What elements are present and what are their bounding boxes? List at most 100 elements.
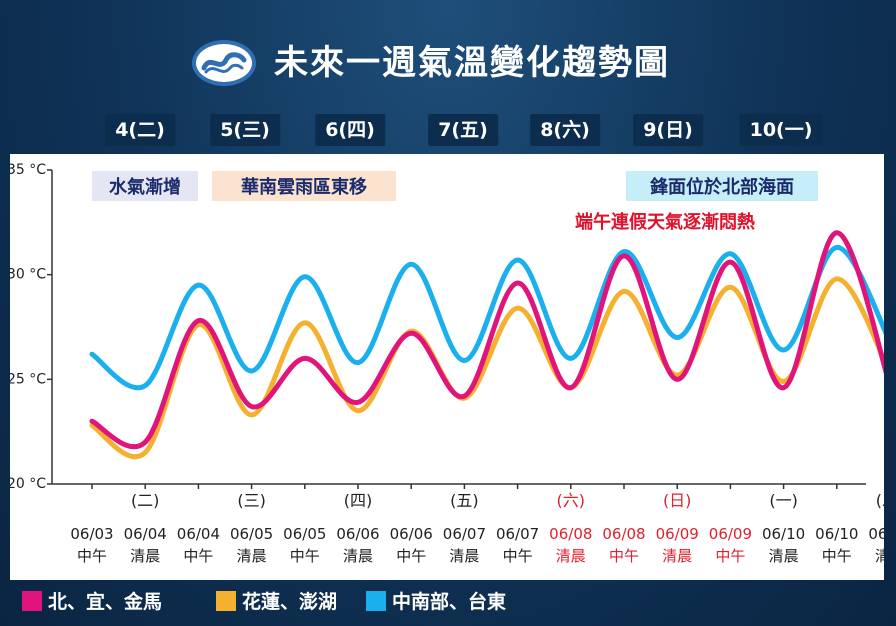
legend-label: 花蓮、澎湖 xyxy=(242,591,338,613)
data-point-central_south xyxy=(144,385,146,387)
cwa-logo-icon xyxy=(190,38,258,88)
data-point-north xyxy=(570,387,572,389)
day-labels: 4(二) 5(三) 6(四) 7(五) 8(六) 9(日) 10(一) xyxy=(0,114,896,148)
x-tick-date: 06/08 xyxy=(549,525,592,543)
temperature-chart: 20 °C 25 °C 30 °C 35 °C 06/03 中午 (二) 06/04 清晨 06/… xyxy=(7,162,896,565)
x-tick-time: 中午 xyxy=(609,547,639,565)
data-point-central_south xyxy=(517,259,519,261)
data-point-central_south xyxy=(783,349,785,351)
x-tick-time: 中午 xyxy=(822,547,852,565)
data-point-central_south xyxy=(676,336,678,338)
annotation-box xyxy=(92,171,198,201)
data-point-north xyxy=(410,332,412,334)
data-point-east xyxy=(251,414,253,416)
data-point-east xyxy=(676,374,678,376)
series-line-east xyxy=(89,276,893,460)
x-tick-date: 06/05 xyxy=(230,525,273,543)
legend-item-central-south: 中南部、台東 xyxy=(366,588,506,616)
x-tick-weekday: (日) xyxy=(663,491,692,510)
legend-item-north: 北、宜、金馬 xyxy=(22,588,162,616)
y-tick-label: 30 °C xyxy=(10,267,46,283)
x-tick-time: 清晨 xyxy=(237,547,267,565)
data-point-central_south xyxy=(357,362,359,364)
y-tick-label: 35 °C xyxy=(10,162,46,178)
x-tick-time: 清晨 xyxy=(875,547,884,565)
data-point-central_south xyxy=(463,359,465,361)
annotation-box xyxy=(212,171,396,201)
x-tick-time: 清晨 xyxy=(556,547,586,565)
data-point-central_south xyxy=(570,357,572,359)
legend-label: 中南部、台東 xyxy=(392,591,507,613)
x-tick-time: 清晨 xyxy=(343,547,373,565)
x-tick-weekday: (六) xyxy=(557,491,586,510)
x-tick-date: 06/06 xyxy=(390,525,433,543)
annotation-moisture: 水氣漸增 xyxy=(109,176,181,198)
day-label: 7(五) xyxy=(428,114,498,146)
x-tick-date: 06/09 xyxy=(656,525,699,543)
annotation-holiday: 端午連假天氣逐漸悶熱 xyxy=(575,211,755,233)
data-point-east xyxy=(836,278,838,280)
x-tick-time: 清晨 xyxy=(449,547,479,565)
data-point-north xyxy=(304,357,306,359)
data-point-central_south xyxy=(729,253,731,255)
data-point-east xyxy=(729,286,731,288)
annotation-rain-area: 華南雲雨區東移 xyxy=(241,176,367,198)
legend-label: 北、宜、金馬 xyxy=(48,591,163,613)
x-tick-time: 中午 xyxy=(715,547,745,565)
y-tick-label: 20 °C xyxy=(10,476,46,492)
x-tick-date: 06/10 xyxy=(815,525,858,543)
series-line-north xyxy=(89,230,893,450)
data-point-north xyxy=(357,401,359,403)
data-point-east xyxy=(783,380,785,382)
legend-swatch xyxy=(22,591,42,611)
x-tick-date: 06/05 xyxy=(283,525,326,543)
data-point-north xyxy=(144,441,146,443)
x-tick-weekday: (五) xyxy=(450,491,479,510)
data-point-north xyxy=(676,378,678,380)
data-point-central_south xyxy=(410,263,412,265)
data-point-east xyxy=(91,424,93,426)
data-point-north xyxy=(463,395,465,397)
x-tick-weekday: (三) xyxy=(237,491,266,510)
x-tick-time: 清晨 xyxy=(769,547,799,565)
x-tick-weekday: (二) xyxy=(131,491,160,510)
data-point-central_south xyxy=(836,246,838,248)
data-point-east xyxy=(144,452,146,454)
x-tick-date: 06/07 xyxy=(443,525,486,543)
day-label: 9(日) xyxy=(633,114,703,146)
x-tick-date: 06/04 xyxy=(177,525,220,543)
data-point-north xyxy=(197,320,199,322)
x-tick-time: 中午 xyxy=(396,547,426,565)
data-point-central_south xyxy=(197,284,199,286)
data-point-east xyxy=(304,322,306,324)
x-tick-time: 中午 xyxy=(183,547,213,565)
data-point-east xyxy=(517,307,519,309)
day-label: 8(六) xyxy=(530,114,600,146)
page-title: 未來一週氣溫變化趨勢圖 xyxy=(274,43,670,83)
x-tick-time: 中午 xyxy=(77,547,107,565)
x-tick-date: 06/04 xyxy=(124,525,167,543)
data-point-central_south xyxy=(623,251,625,253)
x-tick-weekday: (四) xyxy=(344,491,373,510)
x-tick-date: 06/09 xyxy=(709,525,752,543)
data-point-central_south xyxy=(304,276,306,278)
legend-swatch xyxy=(216,591,236,611)
data-point-central_south xyxy=(251,370,253,372)
data-point-central_south xyxy=(91,353,93,355)
x-tick-date: 06/08 xyxy=(602,525,645,543)
chart-panel: 20 °C 25 °C 30 °C 35 °C 06/03 中午 (二) 06/04 清晨 06/… xyxy=(7,154,896,580)
day-label: 5(三) xyxy=(210,114,280,146)
x-tick-date: 06/11 xyxy=(868,525,884,543)
day-label: 4(二) xyxy=(105,114,175,146)
data-point-north xyxy=(729,261,731,263)
data-point-east xyxy=(357,410,359,412)
series-line-central_south xyxy=(89,244,893,391)
data-point-north xyxy=(783,387,785,389)
x-tick-time: 中午 xyxy=(503,547,533,565)
y-tick-label: 25 °C xyxy=(10,371,46,387)
x-tick-weekday: (一) xyxy=(769,491,798,510)
data-point-north xyxy=(91,420,93,422)
legend-item-east: 花蓮、澎湖 xyxy=(216,588,337,616)
annotation-box xyxy=(546,206,784,236)
data-point-east xyxy=(623,290,625,292)
